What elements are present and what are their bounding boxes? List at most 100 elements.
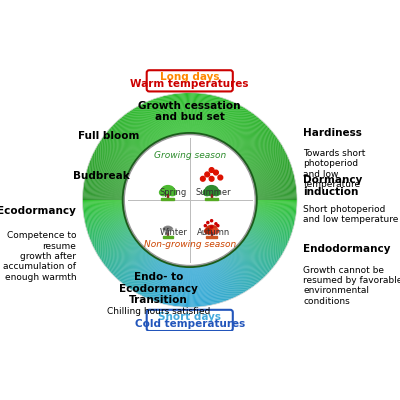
Wedge shape <box>100 140 136 164</box>
Wedge shape <box>114 124 144 154</box>
Wedge shape <box>104 240 138 265</box>
Wedge shape <box>230 115 256 148</box>
Wedge shape <box>216 260 233 298</box>
Wedge shape <box>250 226 288 243</box>
Wedge shape <box>108 242 140 270</box>
Wedge shape <box>181 265 185 307</box>
Wedge shape <box>150 261 166 300</box>
Wedge shape <box>253 216 294 228</box>
Wedge shape <box>236 246 266 276</box>
Wedge shape <box>222 257 244 293</box>
Wedge shape <box>255 204 297 208</box>
Wedge shape <box>213 100 229 139</box>
Wedge shape <box>122 250 148 283</box>
Wedge shape <box>243 238 277 263</box>
Wedge shape <box>168 264 177 305</box>
Wedge shape <box>220 258 239 296</box>
Wedge shape <box>88 167 128 180</box>
Wedge shape <box>134 256 156 292</box>
Wedge shape <box>92 227 130 245</box>
Wedge shape <box>201 264 209 306</box>
Wedge shape <box>249 156 288 173</box>
Wedge shape <box>250 226 288 244</box>
Wedge shape <box>87 219 127 232</box>
Wedge shape <box>234 122 264 152</box>
Wedge shape <box>182 265 186 307</box>
Wedge shape <box>90 224 129 241</box>
Wedge shape <box>159 263 172 303</box>
Wedge shape <box>228 113 254 147</box>
Wedge shape <box>252 164 291 179</box>
Wedge shape <box>233 249 262 280</box>
Wedge shape <box>118 120 146 151</box>
Wedge shape <box>237 126 268 155</box>
Wedge shape <box>168 95 177 136</box>
Wedge shape <box>158 97 170 138</box>
Wedge shape <box>238 128 270 156</box>
Wedge shape <box>101 237 136 262</box>
Wedge shape <box>253 172 294 184</box>
Wedge shape <box>132 255 155 291</box>
Wedge shape <box>242 238 276 264</box>
Wedge shape <box>117 248 146 280</box>
Wedge shape <box>83 190 124 194</box>
Wedge shape <box>98 143 134 166</box>
Wedge shape <box>244 138 278 163</box>
Circle shape <box>210 226 213 228</box>
Ellipse shape <box>168 189 176 196</box>
Wedge shape <box>92 154 131 172</box>
Wedge shape <box>108 242 140 270</box>
Wedge shape <box>220 104 239 142</box>
Ellipse shape <box>212 228 218 234</box>
Wedge shape <box>226 110 250 146</box>
Wedge shape <box>255 189 296 194</box>
Wedge shape <box>254 211 296 220</box>
Wedge shape <box>109 128 141 156</box>
Wedge shape <box>127 253 152 287</box>
Wedge shape <box>176 265 182 306</box>
Wedge shape <box>194 265 197 307</box>
Wedge shape <box>141 104 160 142</box>
Text: Endodormancy: Endodormancy <box>303 244 391 254</box>
Wedge shape <box>124 252 150 286</box>
Text: Towards short
photoperiod
and low
temperature: Towards short photoperiod and low temper… <box>303 149 366 189</box>
Wedge shape <box>136 257 158 293</box>
Wedge shape <box>240 132 273 159</box>
Text: Growth cessation
and bud set: Growth cessation and bud set <box>138 101 241 122</box>
Wedge shape <box>83 192 124 196</box>
Wedge shape <box>153 262 168 301</box>
Wedge shape <box>252 165 292 179</box>
Wedge shape <box>205 96 216 136</box>
Text: Short days: Short days <box>158 312 221 322</box>
Wedge shape <box>184 93 187 134</box>
Wedge shape <box>248 229 286 249</box>
Wedge shape <box>83 191 124 195</box>
Wedge shape <box>201 94 209 136</box>
Wedge shape <box>212 99 226 138</box>
Wedge shape <box>180 93 185 135</box>
Wedge shape <box>244 141 280 164</box>
Wedge shape <box>254 178 295 187</box>
Wedge shape <box>84 213 126 222</box>
Wedge shape <box>124 115 150 148</box>
Wedge shape <box>220 258 240 295</box>
Wedge shape <box>119 119 147 151</box>
Wedge shape <box>255 190 297 194</box>
Wedge shape <box>230 251 256 284</box>
Wedge shape <box>251 222 290 238</box>
Wedge shape <box>221 106 242 143</box>
Wedge shape <box>164 264 174 304</box>
Wedge shape <box>228 113 253 147</box>
Wedge shape <box>255 201 297 203</box>
Wedge shape <box>255 202 297 205</box>
Wedge shape <box>82 202 124 205</box>
Wedge shape <box>92 228 131 246</box>
Wedge shape <box>161 263 173 304</box>
Wedge shape <box>249 228 287 246</box>
Wedge shape <box>239 242 271 270</box>
Wedge shape <box>96 148 132 169</box>
Ellipse shape <box>205 186 218 196</box>
Wedge shape <box>83 186 125 192</box>
Wedge shape <box>90 224 129 239</box>
Wedge shape <box>137 257 158 294</box>
